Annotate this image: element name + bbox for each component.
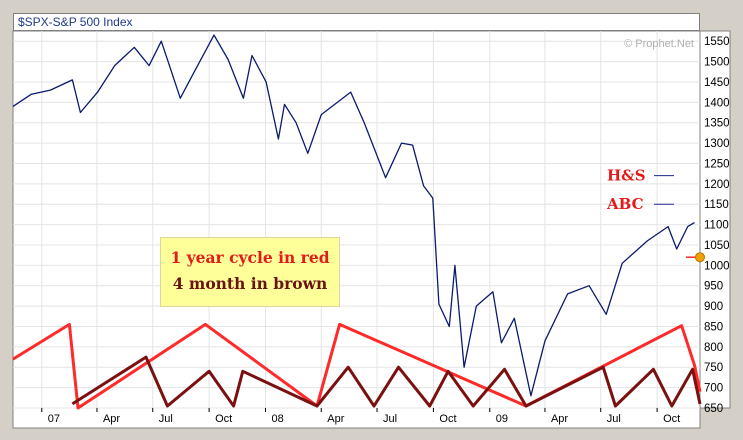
y-tick-label: 1250 — [704, 158, 730, 170]
y-tick-label: 750 — [704, 362, 723, 374]
gridlines — [13, 31, 700, 409]
annotation-label: H&S — [607, 167, 646, 185]
chart-title: $SPX-S&P 500 Index — [18, 15, 133, 29]
x-tick-label: Jul — [607, 413, 621, 425]
y-tick-label: 1300 — [704, 138, 730, 150]
x-tick-label: Oct — [215, 413, 232, 425]
y-tick-label: 1150 — [704, 199, 729, 211]
y-tick-label: 650 — [704, 403, 723, 415]
y-tick-label: 1450 — [704, 77, 730, 89]
y-axis-strip — [699, 30, 731, 409]
y-tick-label: 800 — [704, 342, 723, 354]
watermark: © Prophet.Net — [624, 38, 694, 50]
x-tick-label: Oct — [663, 413, 680, 425]
y-tick-label: 1050 — [704, 240, 730, 252]
y-tick-label: 1500 — [704, 57, 730, 69]
callout-line-1y: 1 year cycle in red — [170, 248, 330, 267]
x-axis: 07 Apr Jul Oct 08 Apr Jul Oct 09 Apr Jul Oct — [41, 408, 680, 425]
series-line-4m-cycle — [71, 355, 702, 408]
y-axis: 650 700 750 800 850 900 950 1000 1050 1100 1150 120… — [704, 36, 730, 415]
y-tick-label: 1550 — [704, 36, 730, 48]
cycle-legend-callout: 1 year cycle in red 4 month in brown — [160, 237, 340, 307]
y-tick-label: 1200 — [704, 179, 730, 191]
series-line-price — [12, 34, 695, 397]
x-tick-label: 07 — [48, 413, 60, 425]
x-tick-label: 08 — [271, 413, 283, 425]
y-tick-label: 1400 — [704, 97, 730, 109]
y-tick-label: 1350 — [704, 118, 730, 130]
series-layer — [12, 34, 705, 410]
annotations: H&S ABC — [606, 167, 674, 213]
x-tick-label: Jul — [383, 413, 397, 425]
y-tick-label: 850 — [704, 321, 723, 333]
x-tick-label: Apr — [103, 413, 120, 425]
x-tick-label: 09 — [496, 413, 508, 425]
x-tick-label: Oct — [439, 413, 456, 425]
plot-area — [12, 30, 701, 409]
series-line-1y-cycle — [12, 322, 702, 410]
x-tick-label: Apr — [327, 413, 344, 425]
y-tick-label: 1100 — [704, 220, 729, 232]
y-tick-label: 900 — [704, 301, 723, 313]
last-price-marker — [695, 252, 705, 263]
y-tick-label: 950 — [704, 281, 723, 293]
x-tick-label: Apr — [551, 413, 568, 425]
x-tick-label: Jul — [159, 413, 173, 425]
callout-line-4m: 4 month in brown — [172, 274, 328, 293]
y-tick-label: 1000 — [704, 260, 730, 272]
y-tick-label: 700 — [704, 383, 723, 395]
annotation-label: ABC — [606, 195, 644, 213]
